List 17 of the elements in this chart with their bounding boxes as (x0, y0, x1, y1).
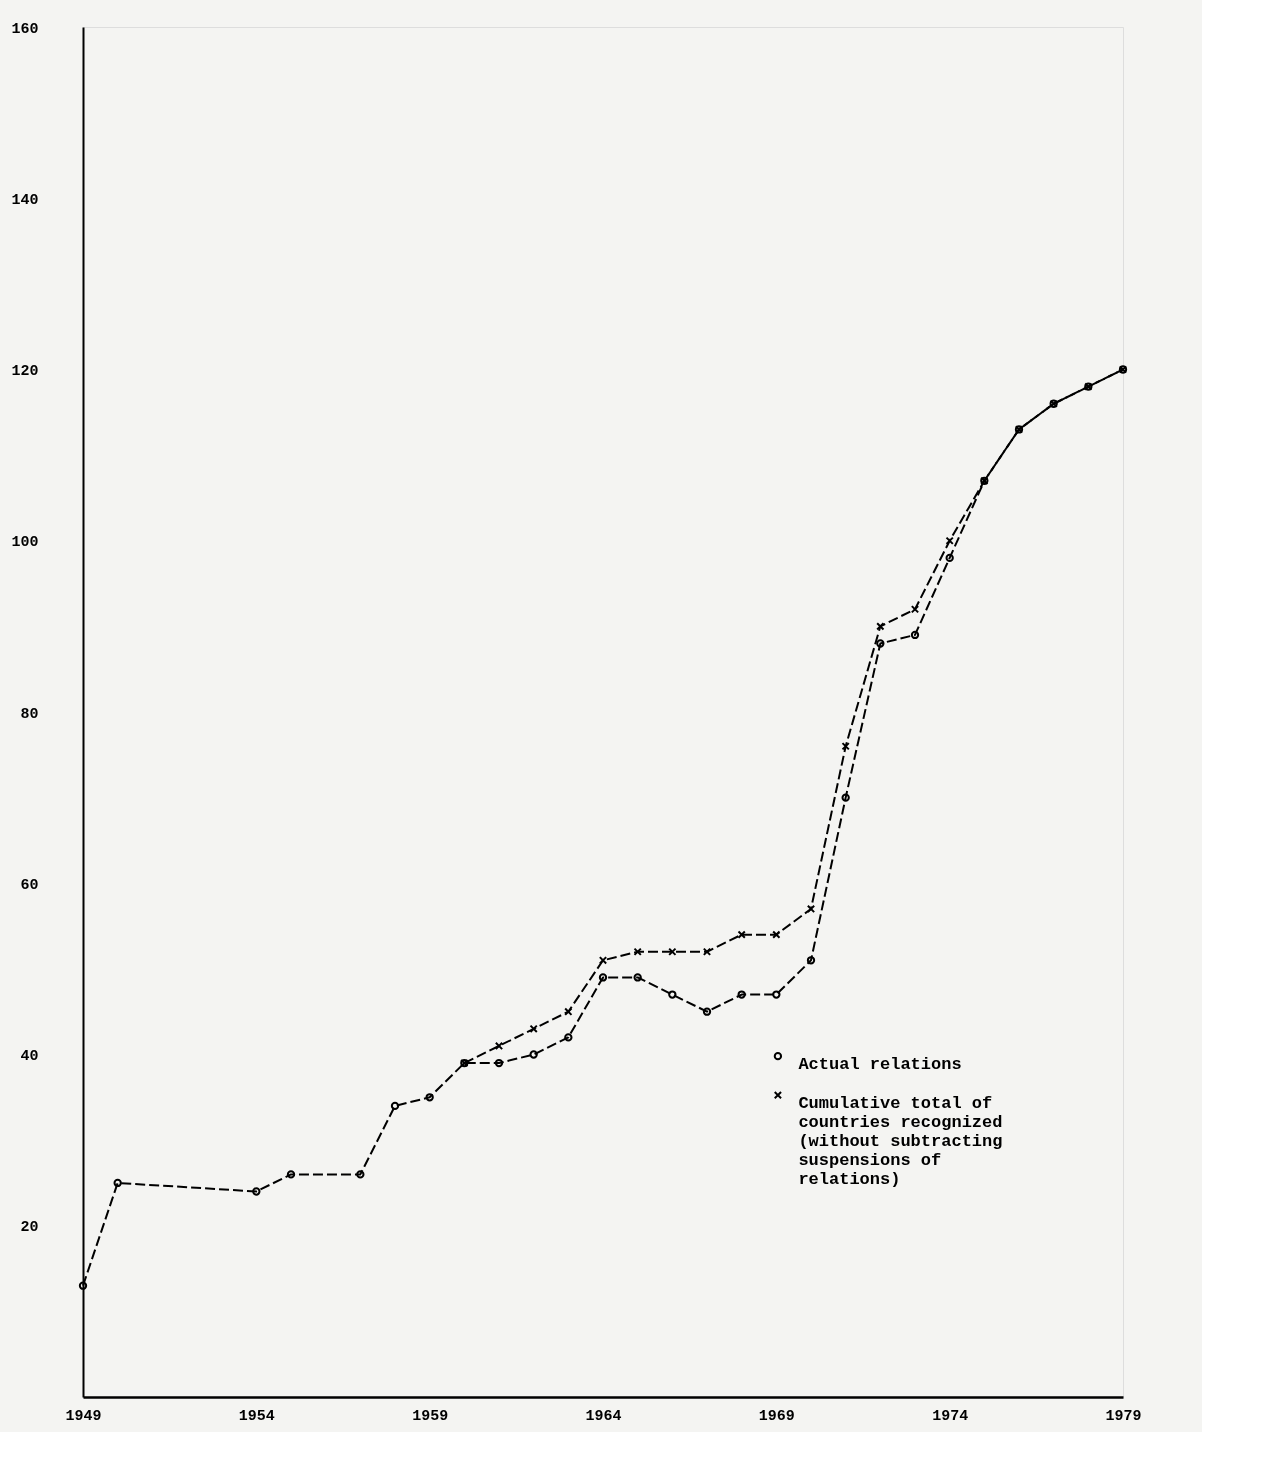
y-tick-label: 20 (20, 1219, 39, 1237)
y-tick-label: 60 (20, 876, 39, 894)
y-tick-label: 40 (20, 1048, 39, 1065)
y-tick-label: 80 (20, 705, 39, 723)
y-tick-label: 160 (11, 20, 39, 38)
y-tick-label: 140 (11, 191, 39, 209)
legend-label: Actual relations (798, 1055, 962, 1075)
x-tick-label: 1954 (238, 1407, 275, 1425)
legend-label: Cumulative total of countries recognized (without subtracting suspensions of relations) (798, 1094, 1003, 1190)
x-tick-label: 1949 (65, 1407, 102, 1425)
x-tick-label: 1959 (412, 1407, 449, 1425)
x-tick-label: 1974 (932, 1407, 969, 1425)
x-tick-label: 1964 (585, 1407, 622, 1425)
y-tick-label: 100 (11, 534, 39, 552)
y-tick-label: 120 (11, 363, 39, 380)
x-tick-label: 1979 (1105, 1407, 1142, 1425)
x-tick-label: 1969 (758, 1407, 795, 1425)
